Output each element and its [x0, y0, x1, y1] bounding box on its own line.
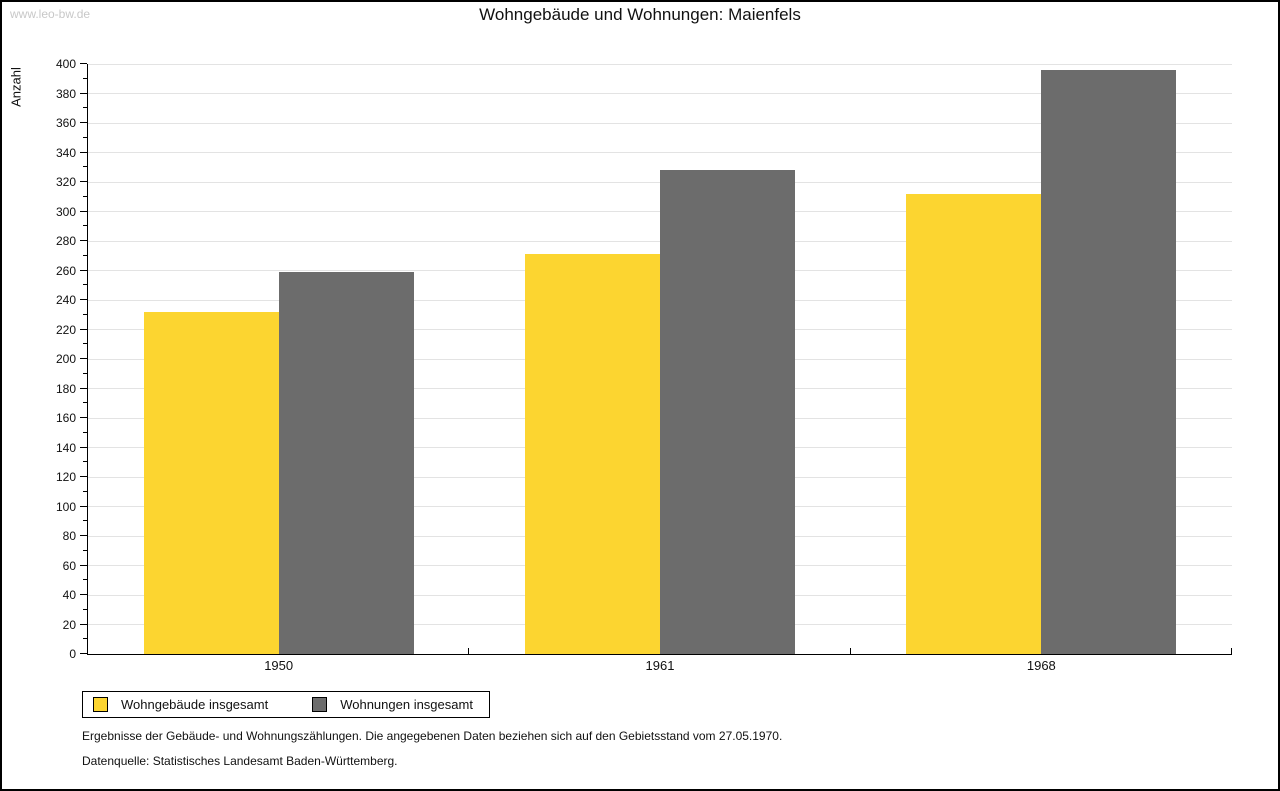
y-tick-label: 180 — [55, 381, 76, 396]
legend: Wohngebäude insgesamt Wohnungen insgesamt — [82, 691, 490, 718]
y-tick — [83, 254, 87, 256]
y-tick — [83, 638, 87, 640]
legend-swatch-series2 — [312, 697, 328, 712]
y-tick — [80, 535, 87, 536]
y-tick-label: 80 — [62, 529, 76, 543]
y-tick — [83, 343, 87, 345]
y-tick — [80, 92, 87, 94]
footnotes: Ergebnisse der Gebäude- und Wohnungszähl… — [82, 729, 782, 779]
y-tick-label: 260 — [55, 263, 76, 278]
y-tick-label: 0 — [69, 647, 76, 661]
y-tick — [83, 166, 87, 168]
y-tick-label: 100 — [55, 499, 76, 514]
y-tick — [83, 431, 87, 433]
y-tick — [80, 387, 87, 389]
y-tick — [83, 520, 87, 522]
legend-label: Wohngebäude insgesamt — [121, 697, 269, 712]
y-tick-label: 380 — [55, 86, 76, 101]
y-tick — [80, 505, 87, 507]
y-tick-label: 120 — [55, 470, 76, 484]
y-tick-label: 280 — [55, 234, 76, 248]
y-tick — [83, 313, 87, 315]
x-tick-label: 1961 — [645, 658, 675, 673]
watermark: www.leo-bw.de — [10, 7, 91, 21]
y-tick-label: 40 — [62, 588, 76, 602]
y-tick-label: 240 — [55, 293, 76, 307]
y-tick — [83, 136, 87, 138]
y-tick-label: 340 — [55, 145, 76, 160]
y-tick — [83, 284, 87, 286]
x-tick — [849, 648, 851, 654]
x-tick — [1231, 648, 1232, 654]
y-tick-label: 220 — [55, 322, 76, 337]
footnote: Ergebnisse der Gebäude- und Wohnungszähl… — [82, 729, 783, 743]
y-tick — [83, 402, 87, 404]
bar-1950-series1 — [143, 312, 279, 654]
y-tick-label: 200 — [55, 352, 76, 366]
y-tick — [83, 225, 87, 227]
y-tick — [83, 608, 87, 610]
y-tick — [80, 358, 87, 359]
y-tick — [83, 195, 87, 197]
gridline — [88, 93, 1232, 94]
legend-item: Wohnungen insgesamt — [312, 697, 473, 712]
y-tick — [80, 210, 87, 212]
y-tick-label: 320 — [55, 175, 76, 189]
y-tick — [83, 77, 87, 79]
chart-title: Wohngebäude und Wohnungen: Maienfels — [479, 5, 801, 24]
x-tick — [468, 648, 470, 654]
legend-item: Wohngebäude insgesamt — [93, 697, 268, 712]
plot-area: 0 20 40 60 80 100 120 140 160 180 200 220 240 260 280 3… — [56, 57, 1232, 673]
x-tick-label: 1968 — [1026, 658, 1056, 673]
y-tick — [80, 122, 87, 123]
legend-label: Wohnungen insgesamt — [340, 697, 473, 712]
bar-1961-series1 — [525, 254, 660, 654]
y-tick — [80, 328, 87, 330]
y-tick — [80, 63, 87, 64]
legend-swatch-series1 — [93, 697, 108, 712]
y-tick-label: 300 — [55, 204, 76, 219]
y-tick — [80, 181, 87, 182]
y-tick-label: 160 — [55, 411, 76, 425]
y-tick — [83, 490, 87, 492]
y-tick — [83, 372, 87, 374]
y-tick-label: 60 — [62, 558, 76, 573]
y-tick — [80, 151, 87, 153]
y-tick-label: 360 — [55, 116, 76, 130]
y-tick-label: 400 — [55, 57, 76, 71]
y-tick — [80, 417, 87, 418]
y-tick — [80, 446, 87, 448]
y-axis-title: Anzahl — [8, 67, 24, 107]
y-tick — [83, 579, 87, 581]
y-tick-label: 140 — [55, 440, 76, 455]
x-tick-label: 1950 — [264, 658, 294, 673]
y-tick — [83, 107, 87, 109]
y-tick — [80, 299, 87, 300]
gridline — [88, 63, 1232, 65]
gridline — [88, 152, 1232, 153]
y-tick — [80, 269, 87, 271]
bar-1961-series2 — [660, 170, 795, 654]
y-tick — [83, 549, 87, 551]
bar-1950-series2 — [278, 272, 414, 654]
y-tick — [80, 653, 87, 654]
bar-1968-series2 — [1041, 70, 1177, 654]
y-tick-label: 20 — [62, 617, 76, 632]
gridline — [88, 122, 1232, 124]
y-tick — [83, 461, 87, 463]
y-tick — [80, 623, 87, 625]
footnote: Datenquelle: Statistisches Landesamt Bad… — [82, 754, 398, 768]
bar-1968-series1 — [906, 194, 1042, 654]
y-tick — [80, 240, 87, 241]
y-tick — [80, 476, 87, 477]
y-tick — [80, 594, 87, 595]
y-tick — [80, 564, 87, 566]
